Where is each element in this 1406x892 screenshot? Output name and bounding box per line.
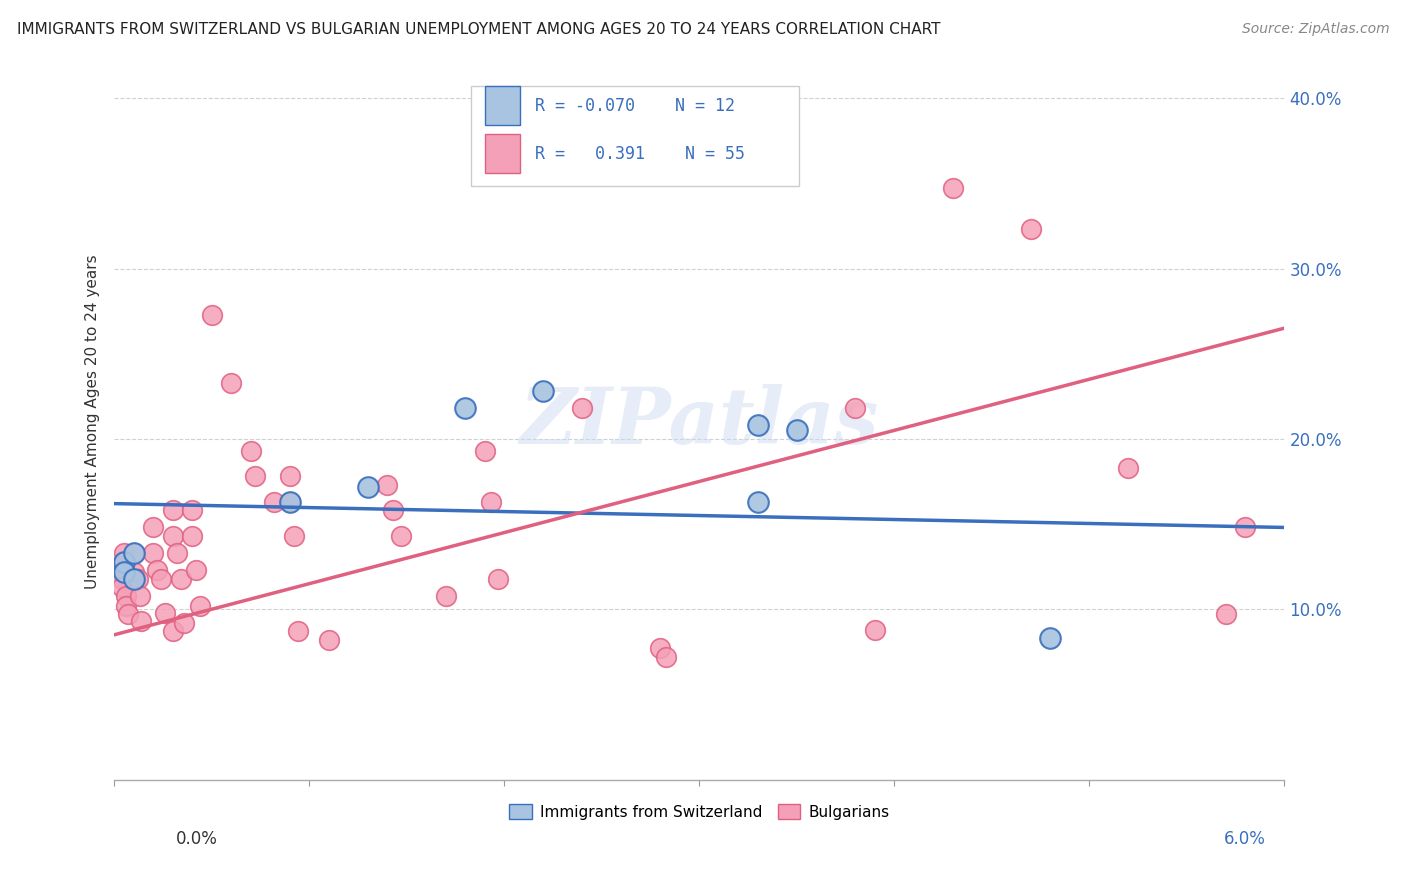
Point [112,546,135,560]
Point [122,565,145,579]
Point [278,495,301,509]
Point [454,401,477,416]
Point [863,623,886,637]
Point [173,615,195,630]
Point [479,495,502,509]
Point [1039,631,1062,645]
Point [127,572,149,586]
Point [1234,520,1257,534]
Point [474,443,496,458]
Point [1118,460,1140,475]
Point [169,572,191,586]
Point [122,572,145,586]
Point [111,580,134,594]
Bar [485,134,520,173]
Point [531,384,554,399]
Point [655,649,678,664]
Point [184,563,207,577]
Point [131,614,153,628]
Point [434,589,457,603]
Point [111,572,134,586]
Y-axis label: Unemployment Among Ages 20 to 24 years: Unemployment Among Ages 20 to 24 years [86,254,100,589]
Text: ZIPatlas: ZIPatlas [520,384,879,460]
Point [112,555,135,569]
Point [844,401,866,416]
Text: Source: ZipAtlas.com: Source: ZipAtlas.com [1241,22,1389,37]
Point [153,606,176,620]
Point [181,529,204,543]
Point [389,529,412,543]
Point [287,624,309,639]
Point [357,479,380,493]
Point [142,546,165,560]
Point [239,443,262,458]
Point [747,495,769,509]
Point [117,607,139,622]
Bar [485,86,520,125]
Point [1019,222,1042,236]
Point [278,495,301,509]
Point [786,423,808,437]
Point [263,495,285,509]
Text: IMMIGRANTS FROM SWITZERLAND VS BULGARIAN UNEMPLOYMENT AMONG AGES 20 TO 24 YEARS : IMMIGRANTS FROM SWITZERLAND VS BULGARIAN… [17,22,941,37]
Point [112,555,135,569]
Point [747,418,769,433]
Point [219,376,242,390]
Point [375,478,398,492]
Point [1215,607,1237,622]
Point [283,529,305,543]
Point [201,308,224,322]
Legend: Immigrants from Switzerland, Bulgarians: Immigrants from Switzerland, Bulgarians [503,797,896,826]
Point [318,632,340,647]
Point [382,503,405,517]
Point [122,546,145,560]
Point [112,565,135,579]
Text: R = -0.070    N = 12: R = -0.070 N = 12 [536,96,735,114]
Point [571,401,593,416]
Point [115,599,138,613]
Point [128,589,150,603]
Point [188,599,211,613]
Text: R =   0.391    N = 55: R = 0.391 N = 55 [536,145,745,162]
Point [181,503,204,517]
Point [278,469,301,483]
Point [166,546,188,560]
Bar [471,86,799,186]
Point [122,546,145,560]
Text: 0.0%: 0.0% [176,830,218,847]
Point [162,624,184,639]
Point [142,520,165,534]
Point [243,469,266,483]
Point [115,589,138,603]
Text: 6.0%: 6.0% [1223,830,1265,847]
Point [650,641,672,656]
Point [942,181,965,195]
Point [150,572,173,586]
Point [486,572,509,586]
Point [146,563,169,577]
Point [162,529,184,543]
Point [108,563,131,577]
Point [162,503,184,517]
